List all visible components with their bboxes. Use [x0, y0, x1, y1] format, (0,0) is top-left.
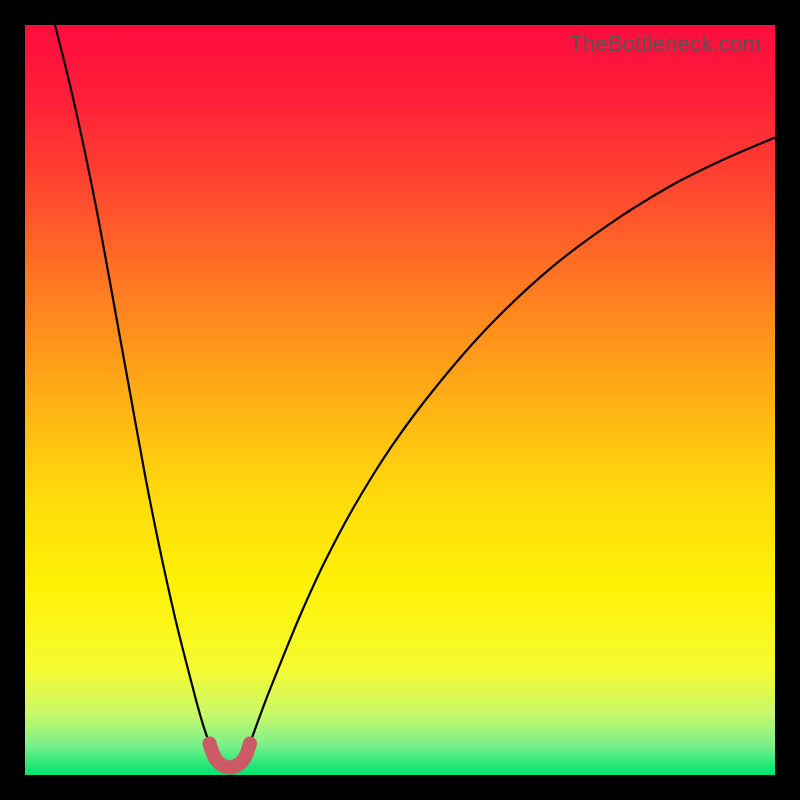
- plot-area: [25, 25, 775, 775]
- watermark-text: TheBottleneck.com: [569, 31, 761, 57]
- gradient-background: [25, 25, 775, 775]
- chart-svg: [25, 25, 775, 775]
- chart-frame: TheBottleneck.com: [0, 0, 800, 800]
